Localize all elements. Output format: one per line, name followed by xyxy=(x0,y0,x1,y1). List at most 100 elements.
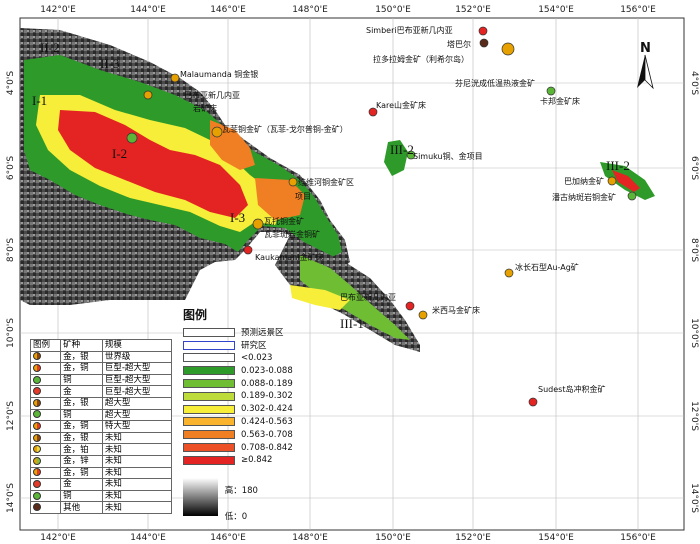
legend-swatch xyxy=(183,340,235,350)
mineral-scale: 巨型-超大型 xyxy=(101,373,173,387)
svg-text:III-1: III-1 xyxy=(340,316,364,331)
svg-text:芬尼洸成低温热液金矿: 芬尼洸成低温热液金矿 xyxy=(455,78,535,88)
table-row: 铜未知 xyxy=(29,489,173,503)
mineral-scale: 未知 xyxy=(101,454,173,468)
mineral-scale: 未知 xyxy=(101,501,173,514)
legend-swatch xyxy=(183,443,235,453)
table-row: 铜巨型-超大型 xyxy=(29,373,173,387)
svg-text:Kare山金矿床: Kare山金矿床 xyxy=(376,100,426,110)
table-header: 矿种 xyxy=(60,339,103,352)
legend: 图例 预测远景区 研究区 <0.023 0.023-0.088 0.088-0.189 0… xyxy=(183,306,293,467)
svg-text:4°0'S: 4°0'S xyxy=(6,71,16,95)
mineral-scale: 未知 xyxy=(101,443,173,456)
svg-text:156°0'E: 156°0'E xyxy=(620,5,656,15)
elevation-ramp xyxy=(183,478,218,516)
table-row: 铜超大型 xyxy=(29,408,173,422)
table-row: 金未知 xyxy=(29,478,173,491)
mineral-type: 其他 xyxy=(60,501,103,514)
table-row: 金，银 超大型 xyxy=(29,396,173,410)
peninsula-yellow xyxy=(290,285,350,310)
mineral-scale: 巨型-超大型 xyxy=(101,362,173,375)
mineral-dot-icon xyxy=(33,456,41,465)
table-row: 金，铜 未知 xyxy=(29,466,173,480)
svg-text:项目: 项目 xyxy=(295,192,311,201)
svg-text:144°0'E: 144°0'E xyxy=(130,533,166,543)
svg-text:154°0'E: 154°0'E xyxy=(538,533,574,543)
legend-item: 0.088-0.189 xyxy=(183,377,293,390)
legend-swatch xyxy=(183,417,235,427)
mineral-table: 图例 矿种 规模 金，银 世界级 金，铜 巨型-超大型铜巨型-超大型金巨型-超大型 金，… xyxy=(29,339,173,514)
svg-text:8°0'S: 8°0'S xyxy=(6,238,16,262)
svg-text:III-2: III-2 xyxy=(606,158,630,173)
table-header: 图例 xyxy=(29,339,62,352)
svg-text:III-2: III-2 xyxy=(390,142,414,157)
svg-text:Simberi巴布亚新几内亚: Simberi巴布亚新几内亚 xyxy=(366,25,453,35)
svg-text:6°0'S: 6°0'S xyxy=(689,156,699,180)
mineral-scale: 世界级 xyxy=(101,350,173,364)
legend-swatch xyxy=(183,353,235,363)
island-bougainville-red xyxy=(612,170,640,192)
legend-item: 0.302-0.424 xyxy=(183,403,293,416)
map-labels: Simberi巴布亚新几内亚 塔巴尔 拉多拉姆金矿（利希尔岛） 芬尼洸成低温热液… xyxy=(180,25,616,394)
svg-text:冰长石型Au-Ag矿: 冰长石型Au-Ag矿 xyxy=(515,262,579,272)
mineral-dot-icon xyxy=(33,375,41,384)
mineral-symbol-cell xyxy=(29,408,62,422)
mineral-dot-icon xyxy=(33,468,41,477)
mineral-symbol-cell xyxy=(29,396,62,410)
right-ticks: 4°0'S 6°0'S 8°0'S 10°0'S 12°0'S 14°0'S xyxy=(689,71,699,513)
mineral-type: 铜 xyxy=(60,408,103,422)
table-row: 金，银 未知 xyxy=(29,431,173,445)
svg-text:6°0'S: 6°0'S xyxy=(6,156,16,180)
mineral-scale: 特大型 xyxy=(101,420,173,433)
svg-text:142°0'E: 142°0'E xyxy=(40,5,76,15)
mineral-symbol-cell xyxy=(29,478,62,491)
mineral-dot-icon xyxy=(33,352,41,361)
elevation-high: 高：180 xyxy=(224,486,258,496)
legend-label: 0.088-0.189 xyxy=(241,378,293,389)
svg-text:I-1: I-1 xyxy=(32,93,47,108)
svg-text:144°0'E: 144°0'E xyxy=(130,5,166,15)
legend-item: 0.023-0.088 xyxy=(183,364,293,377)
svg-text:150°0'E: 150°0'E xyxy=(375,533,411,543)
svg-text:Simuku铜、金项目: Simuku铜、金项目 xyxy=(413,151,483,161)
svg-text:10°0'S: 10°0'S xyxy=(689,318,699,348)
legend-label: 0.023-0.088 xyxy=(241,365,293,376)
table-header: 规模 xyxy=(101,339,173,352)
svg-text:巴布亚新几内亚: 巴布亚新几内亚 xyxy=(340,292,396,302)
legend-swatch xyxy=(183,430,235,440)
mineral-symbol-cell xyxy=(29,466,62,480)
legend-label: <0.023 xyxy=(241,352,273,363)
mineral-type: 金，银 xyxy=(60,431,103,445)
legend-swatch xyxy=(183,404,235,414)
svg-text:14°0'S: 14°0'S xyxy=(689,483,699,513)
svg-text:8°0'S: 8°0'S xyxy=(689,238,699,262)
mineral-scale: 未知 xyxy=(101,489,173,503)
mineral-dot-icon xyxy=(33,398,41,407)
north-arrow-icon: N xyxy=(637,41,654,90)
mineral-type: 铜 xyxy=(60,489,103,503)
svg-text:拉多拉姆金矿（利希尔岛）: 拉多拉姆金矿（利希尔岛） xyxy=(373,54,469,64)
legend-item: 预测远景区 xyxy=(183,326,293,339)
legend-label: 0.708-0.842 xyxy=(241,442,293,453)
legend-swatch xyxy=(183,455,235,465)
svg-text:I-3: I-3 xyxy=(230,210,245,225)
table-row: 金，银 世界级 xyxy=(29,350,173,364)
svg-text:146°0'E: 146°0'E xyxy=(210,533,246,543)
mineral-type: 铜 xyxy=(60,373,103,387)
mineral-sites xyxy=(126,26,637,407)
mineral-scale: 超大型 xyxy=(101,408,173,422)
svg-text:维维河铜金矿区: 维维河铜金矿区 xyxy=(298,177,354,187)
mineral-dot-icon xyxy=(33,491,41,500)
island-new-ireland xyxy=(384,140,408,176)
svg-text:N: N xyxy=(640,41,651,56)
svg-text:142°0'E: 142°0'E xyxy=(40,533,76,543)
mineral-dot-icon xyxy=(33,433,41,442)
svg-text:II-3: II-3 xyxy=(100,56,120,71)
mineral-dot-icon xyxy=(33,387,41,396)
svg-text:瓦托铜金矿: 瓦托铜金矿 xyxy=(264,216,304,226)
legend-label: 预测远景区 xyxy=(241,328,284,339)
mineral-type: 金，锌 xyxy=(60,454,103,468)
elevation-legend: 高：180 低：0 xyxy=(183,478,258,530)
svg-text:Kaukamani金矿床: Kaukamani金矿床 xyxy=(255,252,323,262)
mineral-symbol-cell xyxy=(29,431,62,445)
